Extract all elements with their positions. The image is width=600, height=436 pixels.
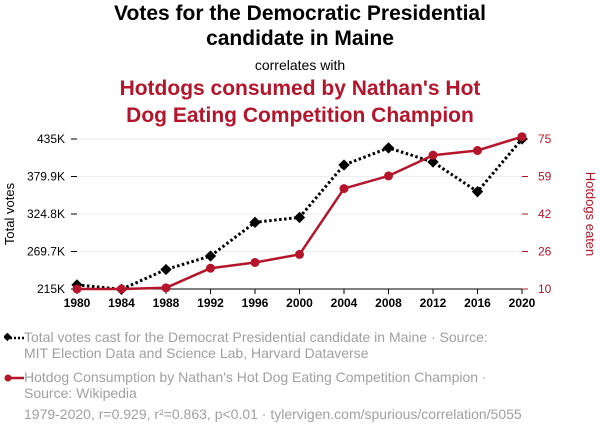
x-tick-label: 1988	[153, 296, 180, 310]
chart-subtitle-line-2: Dog Eating Competition Champion	[126, 104, 474, 127]
legend-hotdogs-icon	[4, 374, 24, 382]
legend-hotdogs-line-1: Hotdog Consumption by Nathan's Hot Dog E…	[24, 369, 487, 385]
hotdogs-point	[250, 257, 260, 267]
votes-point	[427, 156, 439, 168]
hotdogs-point	[473, 146, 482, 156]
votes-point	[160, 263, 172, 276]
y-right-tick-label: 42	[538, 207, 552, 221]
legend-item-hotdogs: Hotdog Consumption by Nathan's Hot Dog E…	[4, 369, 487, 401]
legend-hotdogs-line-2: Source: Wikipedia	[24, 385, 137, 401]
x-tick-label: 1992	[197, 296, 224, 310]
y-left-tick-label: 379.9K	[27, 170, 65, 184]
hotdogs-point	[384, 171, 393, 181]
x-tick-label: 2000	[286, 296, 313, 310]
hotdogs-point	[117, 284, 126, 294]
x-tick-label: 1996	[242, 296, 269, 310]
y-right-tick-label: 26	[538, 245, 552, 259]
hotdogs-point	[428, 150, 438, 160]
axes: 215K 10 269.7K 26 324.8K 42 379.9K 59 435K 75 1980…	[2, 132, 598, 310]
correlates-with-label: correlates with	[254, 57, 346, 73]
y-right-axis-title: Hotdogs eaten	[583, 172, 598, 257]
y-left-tick-label: 269.7K	[27, 245, 65, 259]
votes-point	[338, 159, 350, 171]
x-tick-label: 2012	[420, 296, 447, 310]
series-layer	[71, 132, 528, 295]
chart-subtitle-line-1: Hotdogs consumed by Nathan's Hot	[119, 77, 481, 100]
hotdogs-point	[206, 263, 215, 273]
votes-point	[249, 216, 261, 228]
hotdogs-point	[72, 284, 82, 294]
hotdogs-point	[295, 249, 304, 259]
y-left-tick-label: 324.8K	[27, 207, 65, 221]
votes-point	[204, 250, 217, 262]
hotdogs-point	[161, 283, 171, 293]
y-left-axis-title: Total votes	[2, 182, 17, 245]
legend-votes-icon	[4, 333, 24, 342]
votes-point	[471, 186, 484, 198]
x-tick-label: 2004	[331, 296, 358, 310]
x-tick-label: 1980	[64, 296, 91, 310]
footer-note: 1979-2020, r=0.929, r²=0.863, p<0.01 · t…	[24, 406, 522, 422]
x-tick-label: 1984	[108, 296, 135, 310]
y-right-tick-label: 75	[538, 132, 552, 146]
chart-title-line-1: Votes for the Democratic Presidential	[114, 2, 486, 25]
x-tick-label: 2008	[375, 296, 402, 310]
legend-votes-line-1: Total votes cast for the Democrat Presid…	[24, 329, 488, 345]
votes-point	[382, 142, 395, 154]
votes-point	[293, 211, 306, 224]
hotdogs-point	[339, 184, 349, 194]
hotdogs-point	[517, 132, 527, 142]
y-left-tick-label: 215K	[37, 282, 65, 296]
title-block: Votes for the Democratic Presidential ca…	[0, 0, 600, 127]
y-right-tick-label: 59	[538, 170, 552, 184]
y-right-tick-label: 10	[538, 282, 552, 296]
legend-item-votes: Total votes cast for the Democrat Presid…	[4, 329, 488, 361]
chart-title-line-2: candidate in Maine	[206, 27, 394, 50]
x-tick-label: 2016	[464, 296, 491, 310]
legend-votes-line-2: MIT Election Data and Science Lab, Harva…	[24, 345, 369, 361]
x-tick-label: 2020	[509, 296, 536, 310]
y-left-tick-label: 435K	[37, 132, 65, 146]
